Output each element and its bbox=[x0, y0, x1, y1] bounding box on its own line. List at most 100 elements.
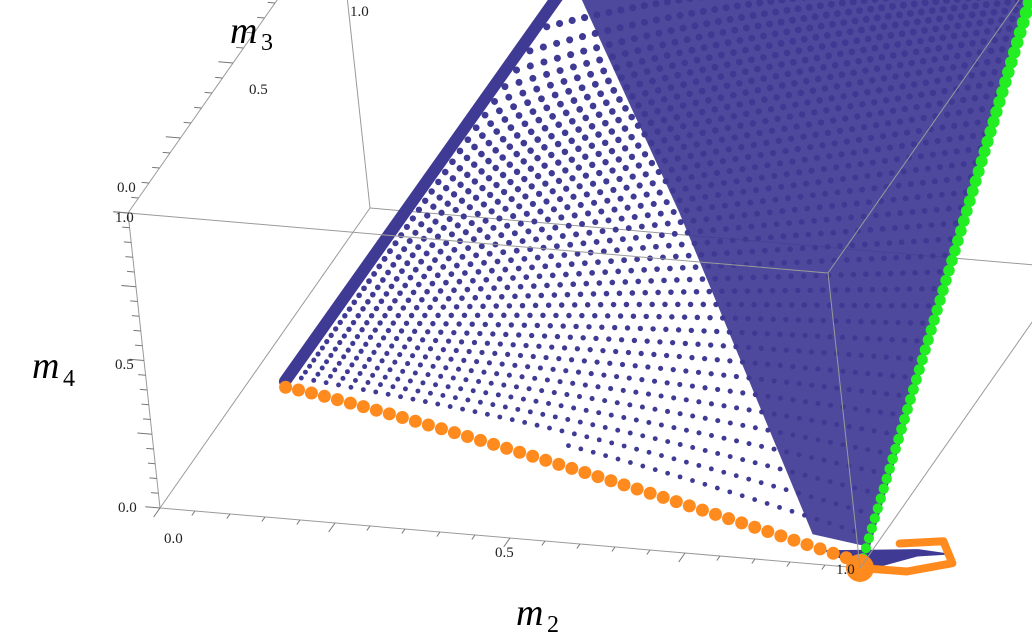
region-point bbox=[482, 321, 488, 328]
region-point bbox=[580, 335, 586, 341]
region-point bbox=[501, 382, 507, 388]
region-point bbox=[740, 422, 746, 428]
region-point bbox=[402, 344, 408, 350]
region-point bbox=[515, 406, 521, 412]
region-point bbox=[621, 257, 627, 264]
region-point bbox=[665, 439, 671, 445]
region-point bbox=[315, 371, 321, 377]
region-point bbox=[631, 213, 638, 220]
region-point bbox=[448, 356, 454, 362]
region-point bbox=[363, 341, 369, 347]
region-point bbox=[448, 312, 455, 319]
green-edge-point bbox=[1005, 55, 1018, 69]
region-point bbox=[400, 368, 406, 374]
region-point bbox=[619, 361, 626, 368]
green-edge-point bbox=[963, 195, 976, 208]
region-point bbox=[567, 51, 575, 59]
region-point bbox=[547, 323, 553, 329]
region-point bbox=[708, 401, 714, 407]
region-point bbox=[302, 369, 308, 375]
region-point bbox=[605, 77, 612, 85]
region-point bbox=[458, 386, 464, 392]
region-point bbox=[523, 274, 530, 280]
region-point bbox=[649, 180, 656, 187]
region-point bbox=[727, 489, 733, 495]
region-point bbox=[740, 390, 746, 396]
region-point bbox=[582, 382, 588, 388]
region-point bbox=[573, 74, 581, 82]
z-tick-mark-0 bbox=[145, 506, 161, 509]
orange-edge-point bbox=[539, 453, 553, 467]
y-tick-mark-14 bbox=[267, 1, 276, 4]
region-point bbox=[333, 326, 339, 332]
region-point bbox=[479, 184, 486, 192]
region-point bbox=[486, 250, 493, 257]
green-edge-point bbox=[940, 274, 952, 287]
region-point bbox=[465, 245, 472, 252]
region-point bbox=[548, 151, 555, 159]
region-point bbox=[595, 150, 602, 158]
region-point bbox=[531, 218, 538, 225]
region-point bbox=[555, 177, 563, 185]
region-point bbox=[307, 363, 313, 369]
region-point bbox=[616, 175, 623, 183]
region-point bbox=[675, 327, 682, 333]
region-point bbox=[643, 313, 649, 320]
y-tick-0: 0.0 bbox=[117, 180, 136, 196]
region-point bbox=[487, 120, 495, 127]
region-point bbox=[437, 248, 444, 255]
region-point bbox=[634, 446, 640, 452]
region-point bbox=[445, 384, 451, 390]
region-point bbox=[603, 290, 610, 297]
region-point bbox=[708, 342, 714, 348]
region-point bbox=[758, 480, 764, 486]
green-edge-point bbox=[937, 284, 949, 297]
orange-edge-point bbox=[591, 470, 605, 484]
region-point bbox=[332, 346, 338, 352]
region-point bbox=[564, 392, 570, 398]
region-point bbox=[407, 274, 414, 281]
region-point bbox=[328, 352, 334, 358]
region-point bbox=[567, 334, 573, 340]
region-point bbox=[597, 301, 604, 308]
region-point bbox=[598, 208, 605, 215]
green-edge-point bbox=[875, 493, 886, 504]
region-point bbox=[341, 333, 347, 339]
region-point bbox=[451, 329, 457, 336]
region-point bbox=[500, 188, 508, 196]
region-point bbox=[373, 389, 379, 395]
x-tick-mark-17 bbox=[751, 558, 756, 564]
region-point bbox=[734, 405, 740, 411]
region-point bbox=[443, 365, 449, 371]
region-point bbox=[583, 59, 591, 67]
z-tick-mark-2 bbox=[149, 477, 157, 479]
region-point bbox=[315, 351, 321, 357]
x-tick-mark-11 bbox=[541, 540, 546, 546]
region-point bbox=[650, 326, 656, 332]
region-point bbox=[422, 399, 428, 405]
region-point bbox=[665, 408, 671, 414]
x-tick-mark-2 bbox=[226, 513, 231, 519]
z-tick-mark-1 bbox=[151, 492, 159, 494]
region-point bbox=[456, 278, 463, 285]
region-point bbox=[470, 388, 476, 394]
region-point bbox=[516, 203, 523, 210]
region-point bbox=[455, 366, 462, 372]
region-point bbox=[652, 406, 658, 412]
region-point bbox=[681, 314, 688, 320]
region-point bbox=[508, 322, 515, 328]
z-tick-mark-18 bbox=[123, 241, 132, 243]
boundary-edges bbox=[278, 0, 1032, 582]
region-point bbox=[702, 385, 708, 391]
region-point bbox=[368, 312, 375, 319]
region-point bbox=[558, 214, 565, 221]
region-point bbox=[583, 407, 589, 413]
region-point bbox=[532, 375, 538, 381]
region-point bbox=[536, 273, 543, 280]
y-tick-mark-7 bbox=[194, 106, 202, 109]
orange-edge-point bbox=[279, 380, 293, 394]
region-point bbox=[628, 267, 635, 274]
region-point bbox=[525, 364, 531, 370]
region-point bbox=[485, 157, 492, 165]
